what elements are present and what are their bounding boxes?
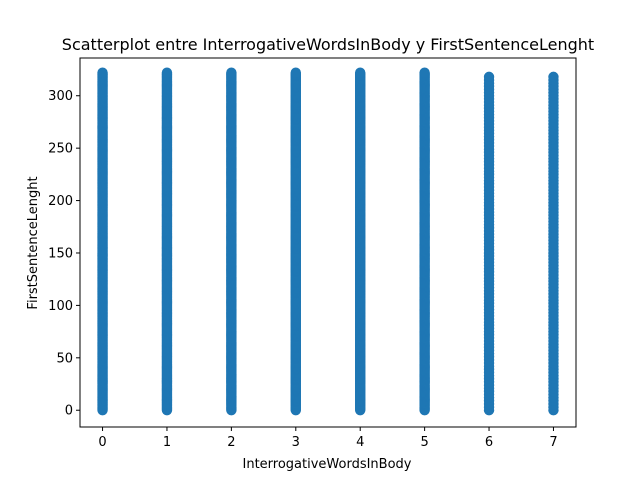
- scatter-point: [419, 67, 430, 78]
- scatter-point: [355, 67, 366, 78]
- scatter-point: [226, 67, 237, 78]
- y-tick-label: 50: [56, 351, 73, 366]
- y-tick-label: 250: [48, 142, 73, 157]
- x-tick-label: 0: [98, 435, 106, 450]
- plot-frame: [79, 57, 577, 428]
- scatter-point: [290, 67, 301, 78]
- scatter-point: [483, 71, 495, 83]
- y-axis-ticks: 0 50 100 150 200 250 300: [48, 89, 80, 419]
- x-tick-label: 4: [356, 435, 364, 450]
- y-axis-label: FirstSentenceLenght: [26, 176, 41, 309]
- chart-title: Scatterplot entre InterrogativeWordsInBo…: [62, 35, 594, 54]
- x-axis-label: InterrogativeWordsInBody: [243, 457, 412, 472]
- y-tick-label: 100: [48, 299, 73, 314]
- y-tick-label: 0: [65, 404, 73, 419]
- scatter-point: [161, 67, 173, 78]
- x-axis-ticks: 0 1 2 3 4 5 6 7: [98, 427, 558, 450]
- x-tick-label: 5: [420, 435, 428, 450]
- scatter-points: [97, 67, 559, 416]
- y-tick-label: 150: [48, 246, 73, 261]
- x-tick-label: 7: [549, 435, 557, 450]
- x-tick-label: 3: [292, 435, 300, 450]
- y-tick-label: 200: [48, 194, 73, 209]
- x-tick-label: 6: [485, 435, 493, 450]
- x-tick-label: 2: [227, 435, 235, 450]
- scatter-point: [548, 71, 559, 83]
- scatter-point: [97, 67, 108, 78]
- y-tick-label: 300: [48, 89, 73, 104]
- x-tick-label: 1: [163, 435, 171, 450]
